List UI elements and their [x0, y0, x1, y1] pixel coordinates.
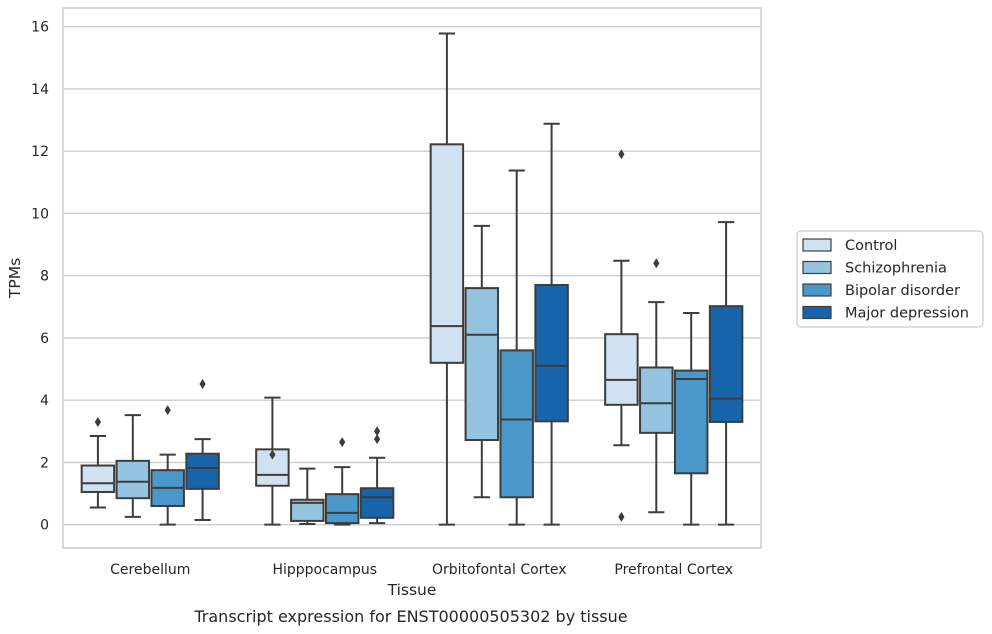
y-tick-label: 10 [31, 206, 49, 222]
iqr-box [324, 493, 360, 525]
legend-swatch [802, 238, 832, 252]
chart-caption: Transcript expression for ENST0000050530… [193, 607, 627, 626]
y-tick-label: 14 [31, 82, 49, 98]
x-axis-ticks: Cerebellum Hipppocampus Orbitofontal Corte… [110, 562, 733, 578]
outlier-point [618, 149, 625, 160]
iqr-box [80, 464, 116, 493]
x-tick-label: Prefrontal Cortex [614, 562, 733, 578]
box-major-depression [534, 122, 569, 526]
x-tick-label: Hipppocampus [272, 562, 377, 578]
box-schizophrenia [639, 258, 674, 514]
legend-label: Major depression [845, 306, 969, 322]
y-tick-label: 12 [31, 144, 49, 160]
y-tick-label: 6 [40, 331, 49, 347]
outlier-point [94, 416, 101, 427]
box-control [80, 416, 116, 509]
box-major-depression [359, 426, 395, 525]
iqr-box [639, 366, 674, 434]
legend-swatch [802, 305, 832, 320]
y-tick-label: 8 [40, 269, 49, 285]
x-tick-label: Cerebellum [110, 562, 190, 578]
box-bipolar-disorder [673, 312, 709, 526]
box-control [604, 149, 639, 522]
legend-label: Bipolar disorder [845, 283, 960, 299]
outlier-point [199, 378, 206, 389]
legend-swatch [802, 260, 832, 275]
iqr-box [290, 498, 325, 522]
y-axis-label: TPMs [6, 258, 24, 299]
box-control [255, 396, 290, 526]
outlier-point [618, 511, 625, 522]
outlier-point [164, 405, 171, 416]
iqr-box [708, 305, 744, 423]
iqr-box [499, 349, 534, 499]
iqr-box [604, 333, 639, 406]
outlier-point [374, 426, 381, 437]
box-schizophrenia [464, 224, 500, 499]
box-bipolar-disorder [150, 405, 185, 526]
iqr-box [464, 287, 500, 441]
box-schizophrenia [290, 467, 325, 526]
box-bipolar-disorder [324, 437, 360, 526]
legend: Control Schizophrenia Bipolar disorder Majo… [796, 230, 984, 328]
y-tick-label: 0 [40, 518, 49, 534]
iqr-box [429, 143, 465, 364]
outlier-point [269, 449, 276, 460]
legend-swatch [802, 283, 832, 297]
iqr-box [115, 459, 151, 500]
box-plot-layer [80, 32, 744, 526]
outlier-point [653, 258, 660, 269]
box-major-depression [185, 378, 220, 521]
legend-frame [796, 230, 984, 328]
y-axis-ticks: 0 2 4 6 8 10 12 14 16 [31, 20, 49, 534]
outlier-point [374, 434, 381, 445]
outlier-point [339, 437, 346, 448]
box-bipolar-disorder [499, 169, 534, 526]
plot-frame [62, 7, 762, 549]
box-major-depression [708, 221, 744, 526]
x-axis-label: Tissue [387, 581, 437, 599]
x-tick-label: Orbitofontal Cortex [432, 562, 567, 578]
iqr-box [673, 369, 709, 475]
box-control [429, 32, 465, 526]
y-gridlines [63, 25, 761, 526]
y-tick-label: 16 [31, 20, 49, 36]
iqr-box [534, 284, 569, 423]
legend-label: Control [845, 238, 897, 254]
iqr-box [185, 452, 220, 490]
y-tick-label: 2 [40, 455, 49, 471]
iqr-box [359, 487, 395, 519]
box-schizophrenia [115, 414, 151, 518]
legend-label: Schizophrenia [845, 261, 947, 277]
y-tick-label: 4 [40, 393, 49, 409]
